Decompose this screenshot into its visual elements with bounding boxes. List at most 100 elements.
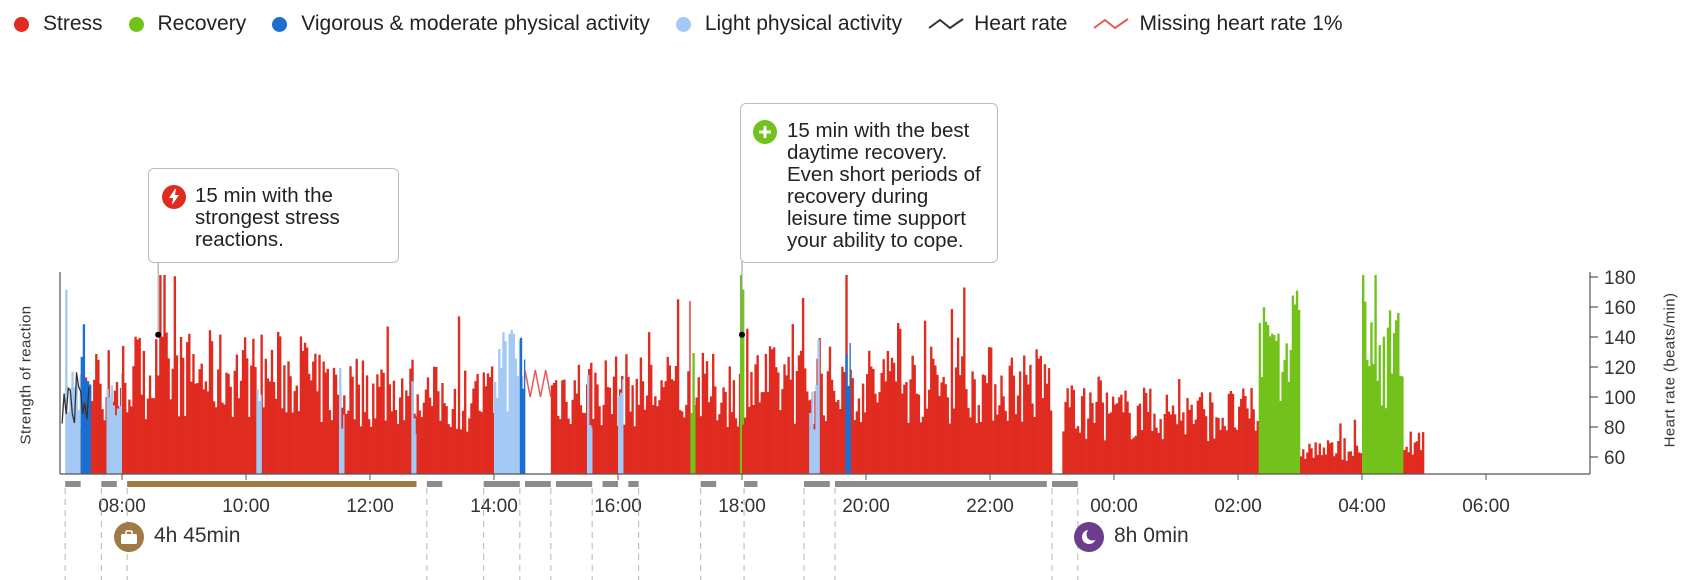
stress-bar	[866, 374, 869, 474]
stress-bar	[890, 357, 894, 474]
stress-bar	[1320, 455, 1324, 474]
stress-bar	[783, 364, 786, 474]
stress-bar	[785, 375, 788, 474]
stress-bar	[181, 357, 185, 474]
stress-bar	[453, 388, 457, 474]
stress-bar	[237, 398, 241, 474]
stress-bar	[215, 407, 218, 474]
stress-bar	[386, 326, 389, 474]
stress-bar	[186, 342, 189, 474]
stress-bar	[1182, 412, 1185, 474]
stress-bar	[637, 404, 640, 474]
stress-bar	[254, 367, 257, 474]
stress-bar	[851, 378, 854, 474]
stress-bar	[841, 366, 844, 474]
stress-bar	[563, 379, 566, 474]
heart-rate-line-icon	[928, 18, 964, 30]
stress-bar	[128, 399, 131, 474]
activity-segment-bar	[602, 481, 618, 487]
stress-bar	[983, 375, 987, 474]
stress-bar	[967, 408, 970, 474]
stress-bar	[793, 423, 797, 474]
stress-bar	[746, 328, 749, 474]
stress-bar	[1000, 375, 1003, 474]
recovery-bar	[1395, 320, 1398, 474]
recovery-bar	[1370, 322, 1373, 474]
recovery-bar	[1297, 309, 1301, 474]
stress-bar	[681, 411, 684, 474]
stress-bar	[724, 392, 727, 474]
stress-bar	[886, 350, 890, 474]
vigorous-bar	[845, 354, 848, 474]
recovery-bar	[1374, 275, 1377, 474]
stress-bar	[697, 377, 700, 474]
stress-bar	[837, 399, 840, 474]
stress-bar	[1140, 430, 1144, 474]
stress-bar	[1027, 384, 1030, 474]
stress-bar	[1246, 408, 1249, 474]
stress-bar	[157, 375, 160, 474]
vigorous-bar	[523, 359, 526, 474]
stress-bar	[336, 394, 340, 474]
light-bar	[504, 341, 507, 474]
stress-bar	[954, 367, 958, 474]
stress-bar	[610, 414, 614, 474]
stress-bar	[590, 362, 593, 474]
stress-callout-text: 15 min with the strongest stress reactio…	[195, 184, 340, 251]
recovery-callout: 15 min with the best daytime recovery. E…	[740, 103, 998, 263]
recovery-bar	[1372, 364, 1375, 474]
stress-bar	[1130, 439, 1133, 474]
stress-bar	[380, 369, 383, 474]
stress-bar	[1256, 421, 1259, 474]
light-bar	[500, 367, 503, 474]
stress-bar	[1142, 387, 1146, 474]
stress-bar	[447, 424, 450, 474]
recovery-bar	[1281, 371, 1284, 474]
stress-bar	[173, 276, 177, 474]
stress-bar	[764, 353, 768, 474]
work-duration: 4h 45min	[154, 524, 241, 547]
stress-bar	[884, 381, 887, 474]
recovery-bar	[1390, 373, 1394, 474]
stress-bar	[248, 417, 251, 474]
stress-bar	[192, 354, 195, 474]
stress-dot-icon	[14, 16, 29, 32]
stress-bar	[1002, 396, 1005, 474]
stress-bar	[843, 371, 846, 474]
stress-bar	[1254, 430, 1257, 474]
stress-bar	[384, 420, 387, 474]
vigorous-bar	[847, 385, 850, 474]
stress-bar	[1068, 407, 1071, 474]
stress-bar	[217, 369, 220, 474]
stress-bar	[1180, 420, 1183, 474]
stress-bar	[787, 356, 790, 474]
heart-rate-line	[61, 372, 90, 424]
stress-bar	[1087, 418, 1090, 474]
stress-bar	[349, 366, 352, 474]
stress-bar	[672, 380, 676, 474]
stress-bar	[130, 406, 133, 474]
stress-bar	[196, 383, 199, 474]
stress-bar	[169, 399, 172, 474]
y2-tick-label: 60	[1604, 448, 1625, 469]
stress-bar	[701, 352, 705, 474]
light-bar	[618, 396, 621, 474]
stress-marker-dot	[155, 331, 162, 338]
stress-bar	[888, 371, 892, 474]
stress-bar	[264, 358, 267, 474]
recovery-bar	[1285, 343, 1288, 474]
stress-bar	[915, 393, 918, 474]
activity-segment-bar	[744, 481, 758, 487]
stress-bar	[303, 342, 307, 474]
stress-bar	[177, 416, 181, 474]
stress-bar	[1231, 393, 1235, 474]
stress-bar	[905, 382, 908, 474]
legend-label-vigorous: Vigorous & moderate physical activity	[301, 12, 650, 35]
stress-bar	[208, 330, 212, 474]
sleep-duration: 8h 0min	[1114, 524, 1189, 547]
stress-bar	[1240, 398, 1243, 474]
stress-bar	[1178, 379, 1181, 474]
stress-bar	[281, 408, 284, 474]
stress-bar	[1033, 417, 1036, 474]
